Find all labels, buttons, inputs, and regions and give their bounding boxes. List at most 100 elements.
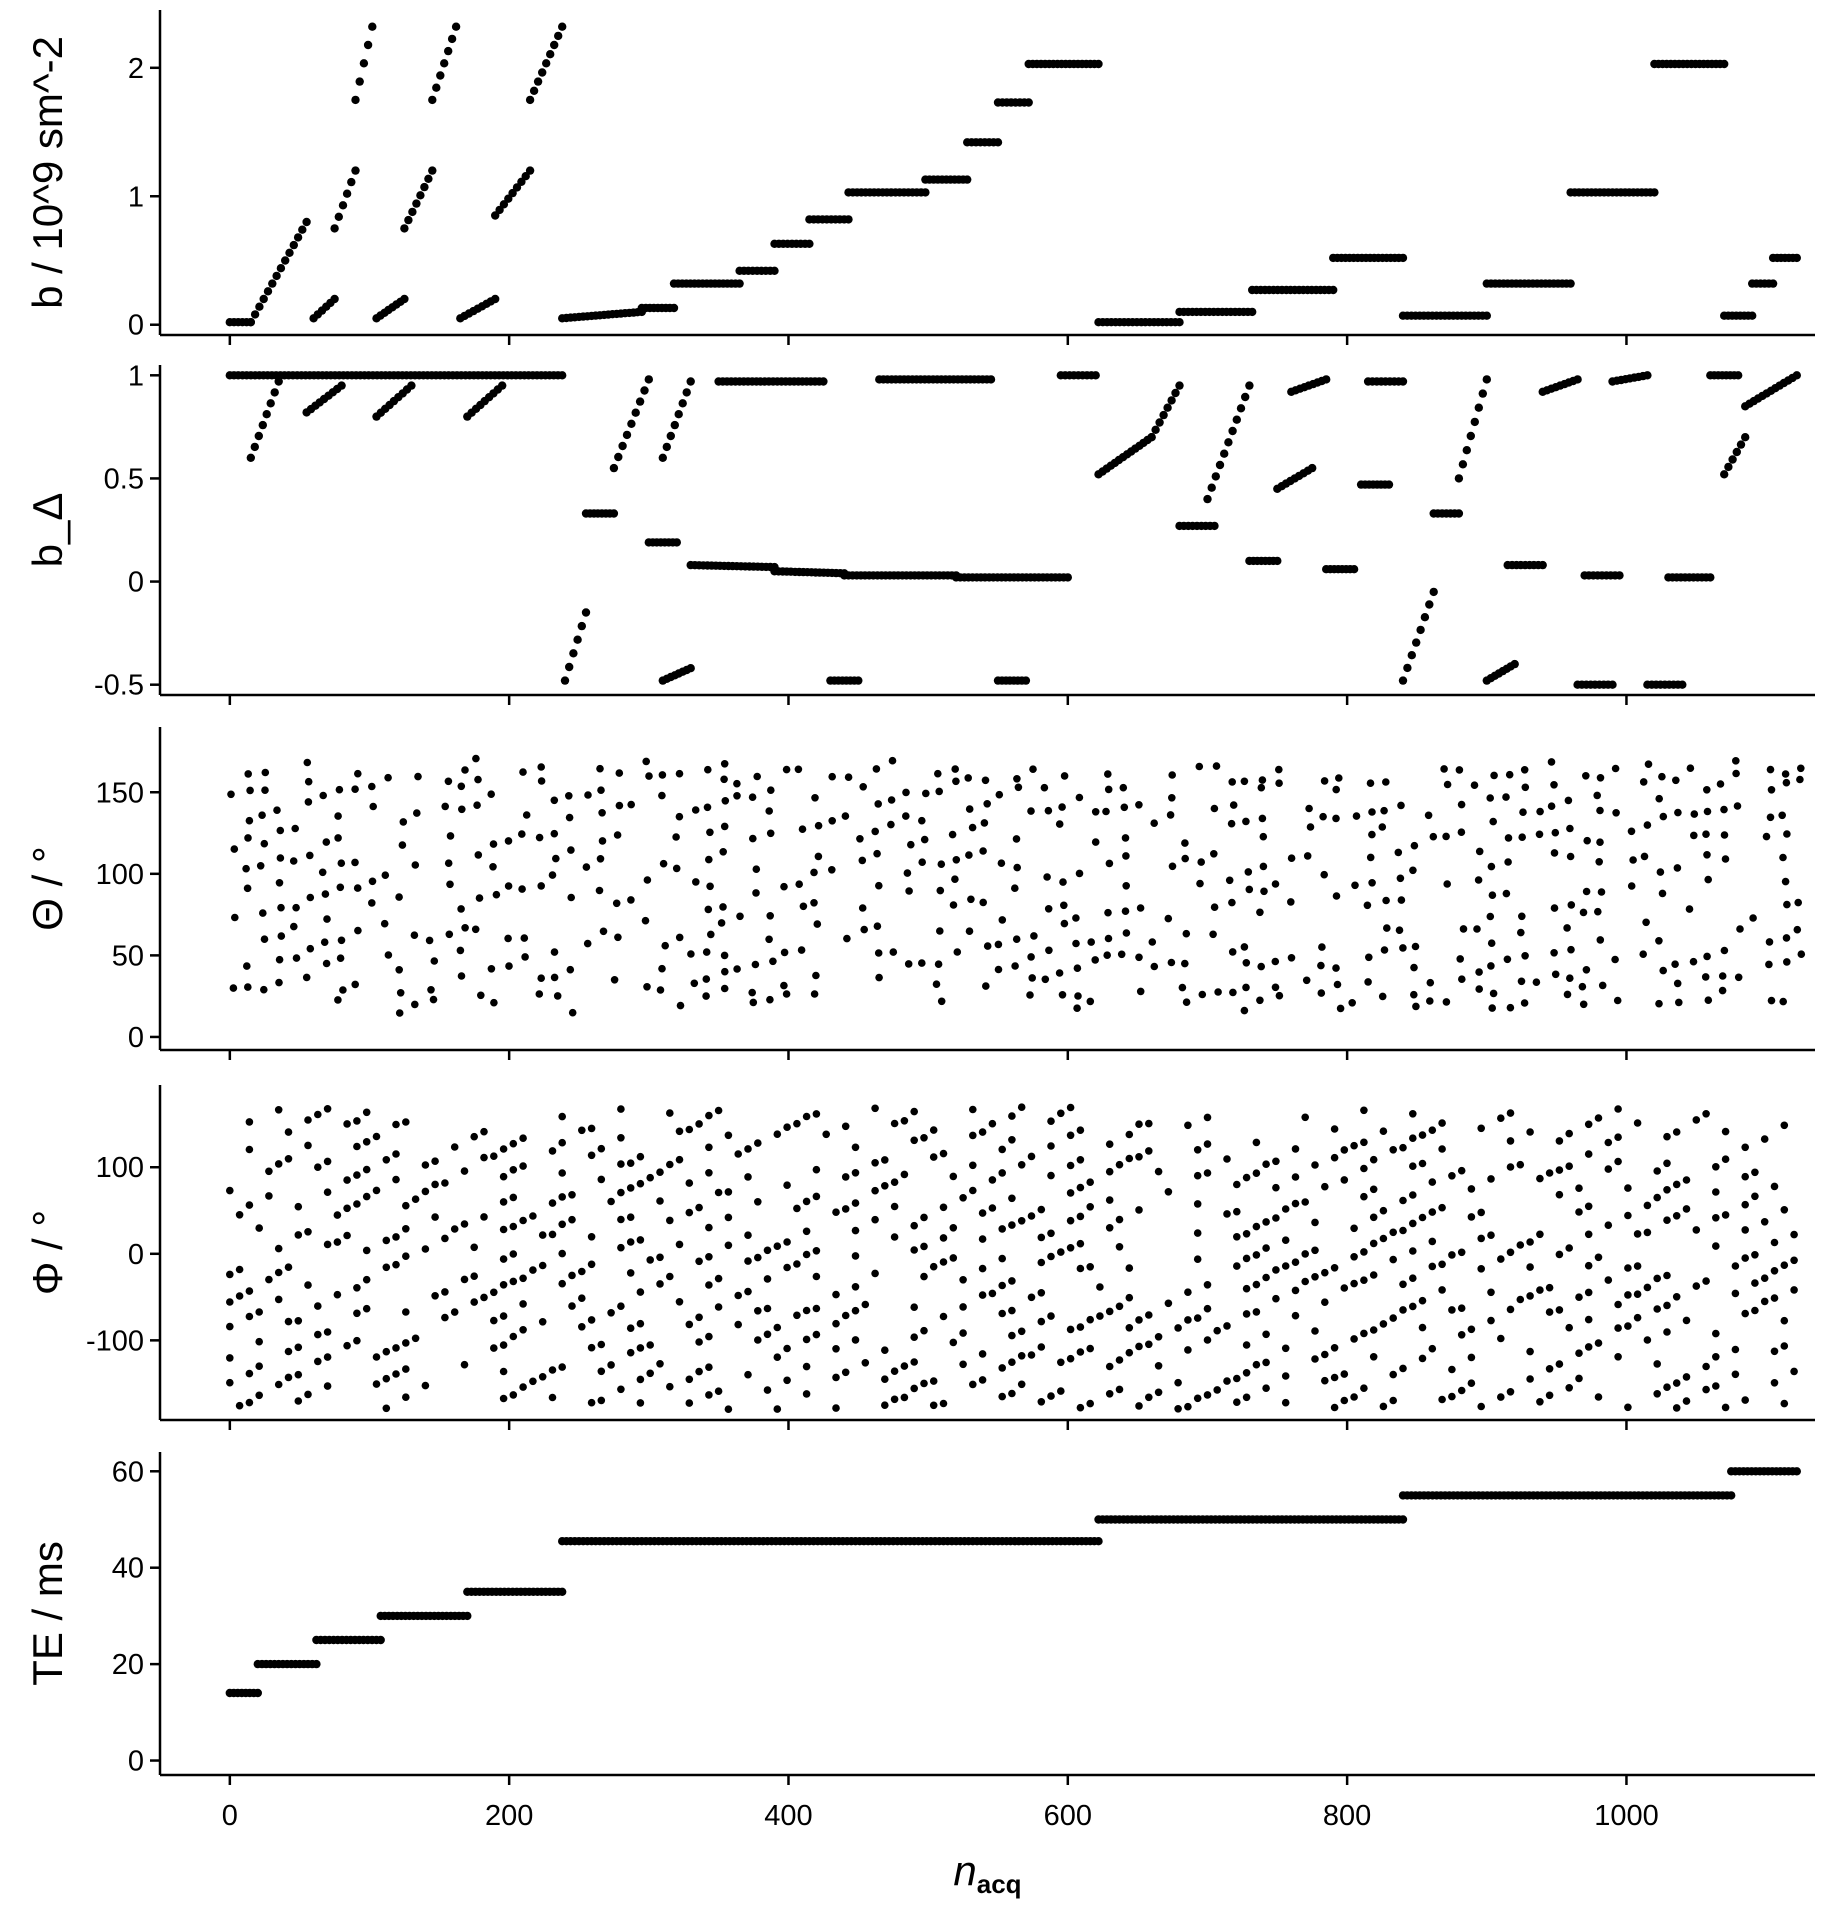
data-point xyxy=(887,820,895,829)
data-point xyxy=(1321,1350,1329,1359)
data-point xyxy=(626,1213,635,1221)
data-point xyxy=(978,1264,987,1273)
data-point xyxy=(1233,1262,1241,1270)
data-point xyxy=(1045,946,1053,955)
data-point xyxy=(1168,771,1176,779)
data-point xyxy=(1409,1274,1417,1282)
data-point xyxy=(1168,794,1176,802)
data-point xyxy=(1410,963,1418,972)
data-point xyxy=(714,1387,723,1395)
data-point xyxy=(471,925,480,934)
data-point xyxy=(463,1611,472,1621)
data-point xyxy=(795,880,803,888)
data-point xyxy=(265,1167,273,1176)
data-point xyxy=(1487,939,1496,947)
data-point xyxy=(969,1131,977,1140)
data-point xyxy=(998,1169,1006,1177)
data-point xyxy=(573,635,582,644)
data-point xyxy=(881,1375,889,1383)
data-point xyxy=(538,68,547,77)
data-point xyxy=(444,46,453,56)
data-point xyxy=(382,1347,391,1356)
data-point xyxy=(907,840,915,849)
data-point xyxy=(1794,898,1802,907)
data-point xyxy=(1555,1360,1564,1368)
data-point xyxy=(1748,311,1757,320)
data-point xyxy=(1281,1398,1290,1407)
data-point xyxy=(402,1365,410,1373)
data-point xyxy=(1409,1110,1417,1118)
data-point xyxy=(1399,944,1407,952)
data-point xyxy=(568,1271,576,1280)
data-point xyxy=(998,1254,1006,1263)
data-point xyxy=(675,1127,684,1136)
data-point xyxy=(783,1344,791,1353)
y-tick-label: 20 xyxy=(112,1649,144,1681)
data-point xyxy=(773,1405,782,1413)
x-tick-label: 800 xyxy=(1323,1800,1371,1832)
data-point xyxy=(334,996,342,1004)
data-point xyxy=(1702,1362,1710,1371)
data-point xyxy=(596,764,604,773)
data-point xyxy=(1765,938,1774,946)
data-point xyxy=(1178,983,1187,992)
data-point xyxy=(841,1368,850,1377)
data-point xyxy=(1397,801,1405,810)
data-point xyxy=(767,786,775,794)
data-point xyxy=(965,927,974,935)
data-point xyxy=(1658,889,1667,898)
data-point xyxy=(1305,804,1313,813)
data-point xyxy=(890,1395,899,1404)
data-point xyxy=(1736,925,1744,933)
data-point xyxy=(1329,285,1338,295)
data-point xyxy=(429,995,438,1004)
data-point xyxy=(1398,253,1408,263)
data-point xyxy=(979,847,987,855)
data-point xyxy=(1426,978,1435,987)
data-point xyxy=(432,83,441,92)
data-point xyxy=(1066,1131,1075,1140)
data-point xyxy=(1072,914,1080,922)
y-tick-label: 40 xyxy=(112,1553,144,1585)
data-point xyxy=(1550,949,1558,957)
data-point xyxy=(1242,1173,1251,1182)
data-point xyxy=(273,806,281,814)
data-point xyxy=(1102,807,1110,816)
data-point xyxy=(372,1380,381,1388)
data-point xyxy=(802,1250,811,1259)
data-point xyxy=(1780,1121,1789,1130)
data-point xyxy=(1682,1205,1691,1213)
data-point xyxy=(1008,1136,1016,1144)
data-point xyxy=(1055,820,1064,828)
data-point xyxy=(645,772,653,780)
data-point xyxy=(1770,1267,1779,1275)
data-point xyxy=(936,927,944,935)
data-point xyxy=(860,925,868,934)
data-point xyxy=(1252,1251,1261,1259)
data-point xyxy=(1366,779,1375,787)
data-point xyxy=(1210,850,1218,858)
data-point xyxy=(1117,950,1126,959)
data-point xyxy=(1663,1301,1671,1310)
data-point xyxy=(1281,1262,1290,1270)
data-point xyxy=(1712,1382,1720,1390)
data-point xyxy=(538,1373,547,1381)
data-point xyxy=(964,774,972,782)
data-point xyxy=(490,1316,498,1325)
data-point xyxy=(411,861,420,869)
data-point xyxy=(1672,1212,1681,1220)
data-point xyxy=(969,1105,977,1114)
data-point xyxy=(714,1188,723,1197)
data-point xyxy=(1340,1176,1349,1184)
data-point xyxy=(1418,1323,1427,1332)
data-point xyxy=(400,294,409,304)
data-point xyxy=(1555,1250,1564,1259)
data-point xyxy=(1467,1353,1476,1362)
data-point xyxy=(1650,188,1659,197)
data-point xyxy=(1181,959,1189,968)
data-point xyxy=(904,960,913,968)
data-point xyxy=(874,949,883,957)
data-point xyxy=(1037,1233,1046,1242)
data-point xyxy=(832,1208,840,1216)
data-point xyxy=(1781,877,1790,886)
